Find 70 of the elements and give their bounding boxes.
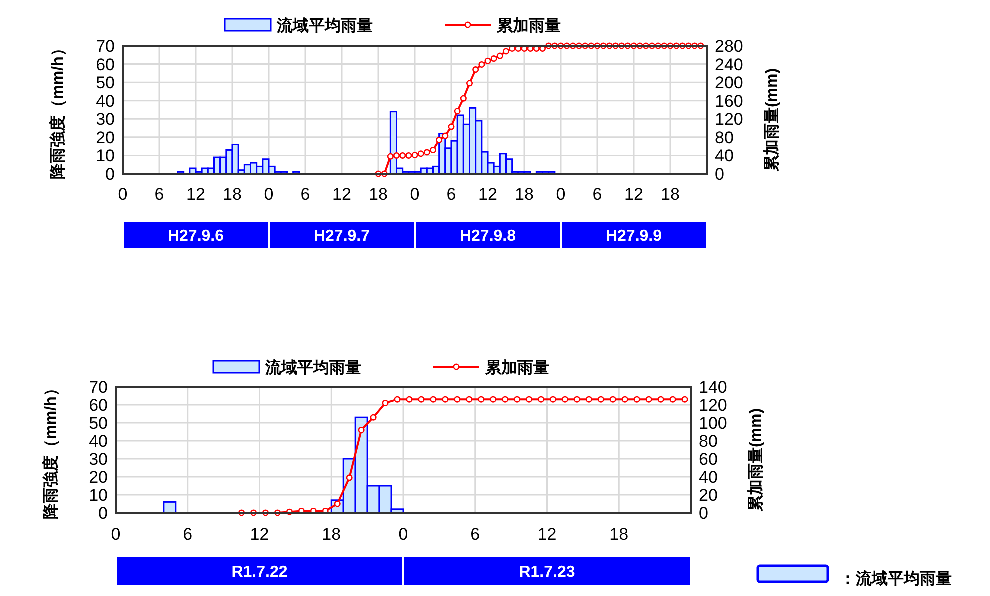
x-tick-label: 18	[223, 185, 242, 204]
y2-tick-label: 240	[715, 55, 744, 74]
y-tick-label: 0	[98, 504, 108, 523]
y2-axis-title: 累加雨量(mm)	[747, 408, 765, 513]
x-tick-label: 12	[538, 525, 557, 544]
y-tick-label: 20	[96, 128, 115, 148]
y-axis-title: 降雨強度（mm/h）	[48, 40, 67, 180]
y2-tick-label: 80	[699, 432, 718, 451]
x-tick-label: 6	[470, 525, 480, 544]
y-axis-title: 降雨強度（mm/h）	[41, 380, 60, 520]
text: H27.9.8	[460, 228, 516, 245]
y2-tick-label: 160	[715, 92, 744, 111]
legend-label: 流域平均雨量	[264, 358, 362, 377]
y2-tick-label: 120	[715, 110, 744, 130]
x-tick-label: 18	[610, 525, 629, 544]
y-tick-label: 10	[89, 486, 108, 505]
x-tick-label: 12	[332, 185, 352, 204]
y-tick-label: 0	[106, 165, 115, 184]
y-tick-label: 60	[89, 396, 108, 415]
x-tick-label: 18	[322, 525, 342, 544]
text: H27.9.7	[314, 228, 370, 245]
text: R1.7.23	[519, 564, 576, 581]
text: ：流域平均雨量	[840, 569, 952, 588]
y-tick-label: 50	[89, 414, 108, 433]
y-tick-label: 70	[96, 37, 115, 56]
y-tick-label: 60	[96, 55, 115, 74]
y2-tick-label: 20	[699, 486, 718, 505]
y2-tick-label: 80	[715, 128, 734, 148]
x-tick-label: 12	[624, 185, 644, 204]
y-tick-label: 40	[89, 432, 108, 451]
x-tick-label: 12	[478, 185, 498, 204]
x-tick-label: 0	[118, 185, 128, 204]
y-tick-label: 50	[96, 74, 115, 93]
y-tick-label: 20	[89, 468, 108, 487]
x-tick-label: 0	[264, 185, 274, 204]
y2-tick-label: 60	[699, 450, 718, 469]
y2-tick-label: 0	[699, 504, 708, 523]
text: R1.7.22	[232, 564, 288, 581]
y-tick-label: 30	[89, 450, 108, 469]
legend-label: 累加雨量	[496, 17, 561, 35]
x-tick-label: 18	[661, 185, 680, 204]
x-tick-label: 6	[446, 185, 456, 204]
x-tick-label: 6	[183, 525, 193, 544]
text: H27.9.9	[606, 228, 662, 245]
y2-tick-label: 280	[715, 37, 744, 56]
x-tick-label: 6	[154, 185, 164, 204]
y-tick-label: 30	[96, 110, 115, 130]
x-tick-label: 18	[515, 185, 534, 204]
y-tick-label: 10	[96, 146, 115, 166]
legend-label: 流域平均雨量	[276, 16, 373, 35]
y2-tick-label: 200	[715, 74, 744, 93]
x-tick-label: 0	[410, 185, 420, 204]
x-tick-label: 12	[186, 185, 206, 204]
y2-tick-label: 40	[715, 146, 734, 166]
y-tick-label: 70	[89, 378, 108, 397]
legend-label: 累加雨量	[484, 359, 550, 377]
x-tick-label: 18	[369, 185, 388, 204]
x-tick-label: 12	[250, 525, 270, 544]
x-tick-label: 0	[398, 525, 408, 544]
y-tick-label: 40	[96, 92, 115, 111]
x-tick-label: 6	[300, 185, 310, 204]
y2-tick-label: 140	[699, 378, 728, 397]
y2-tick-label: 0	[715, 165, 724, 184]
text: H27.9.6	[168, 228, 224, 245]
y2-axis-title: 累加雨量(mm)	[763, 68, 781, 173]
y2-tick-label: 120	[699, 396, 728, 415]
x-tick-label: 6	[592, 185, 602, 204]
y2-tick-label: 100	[699, 414, 728, 433]
x-tick-label: 0	[556, 185, 566, 204]
y2-tick-label: 40	[699, 468, 718, 487]
